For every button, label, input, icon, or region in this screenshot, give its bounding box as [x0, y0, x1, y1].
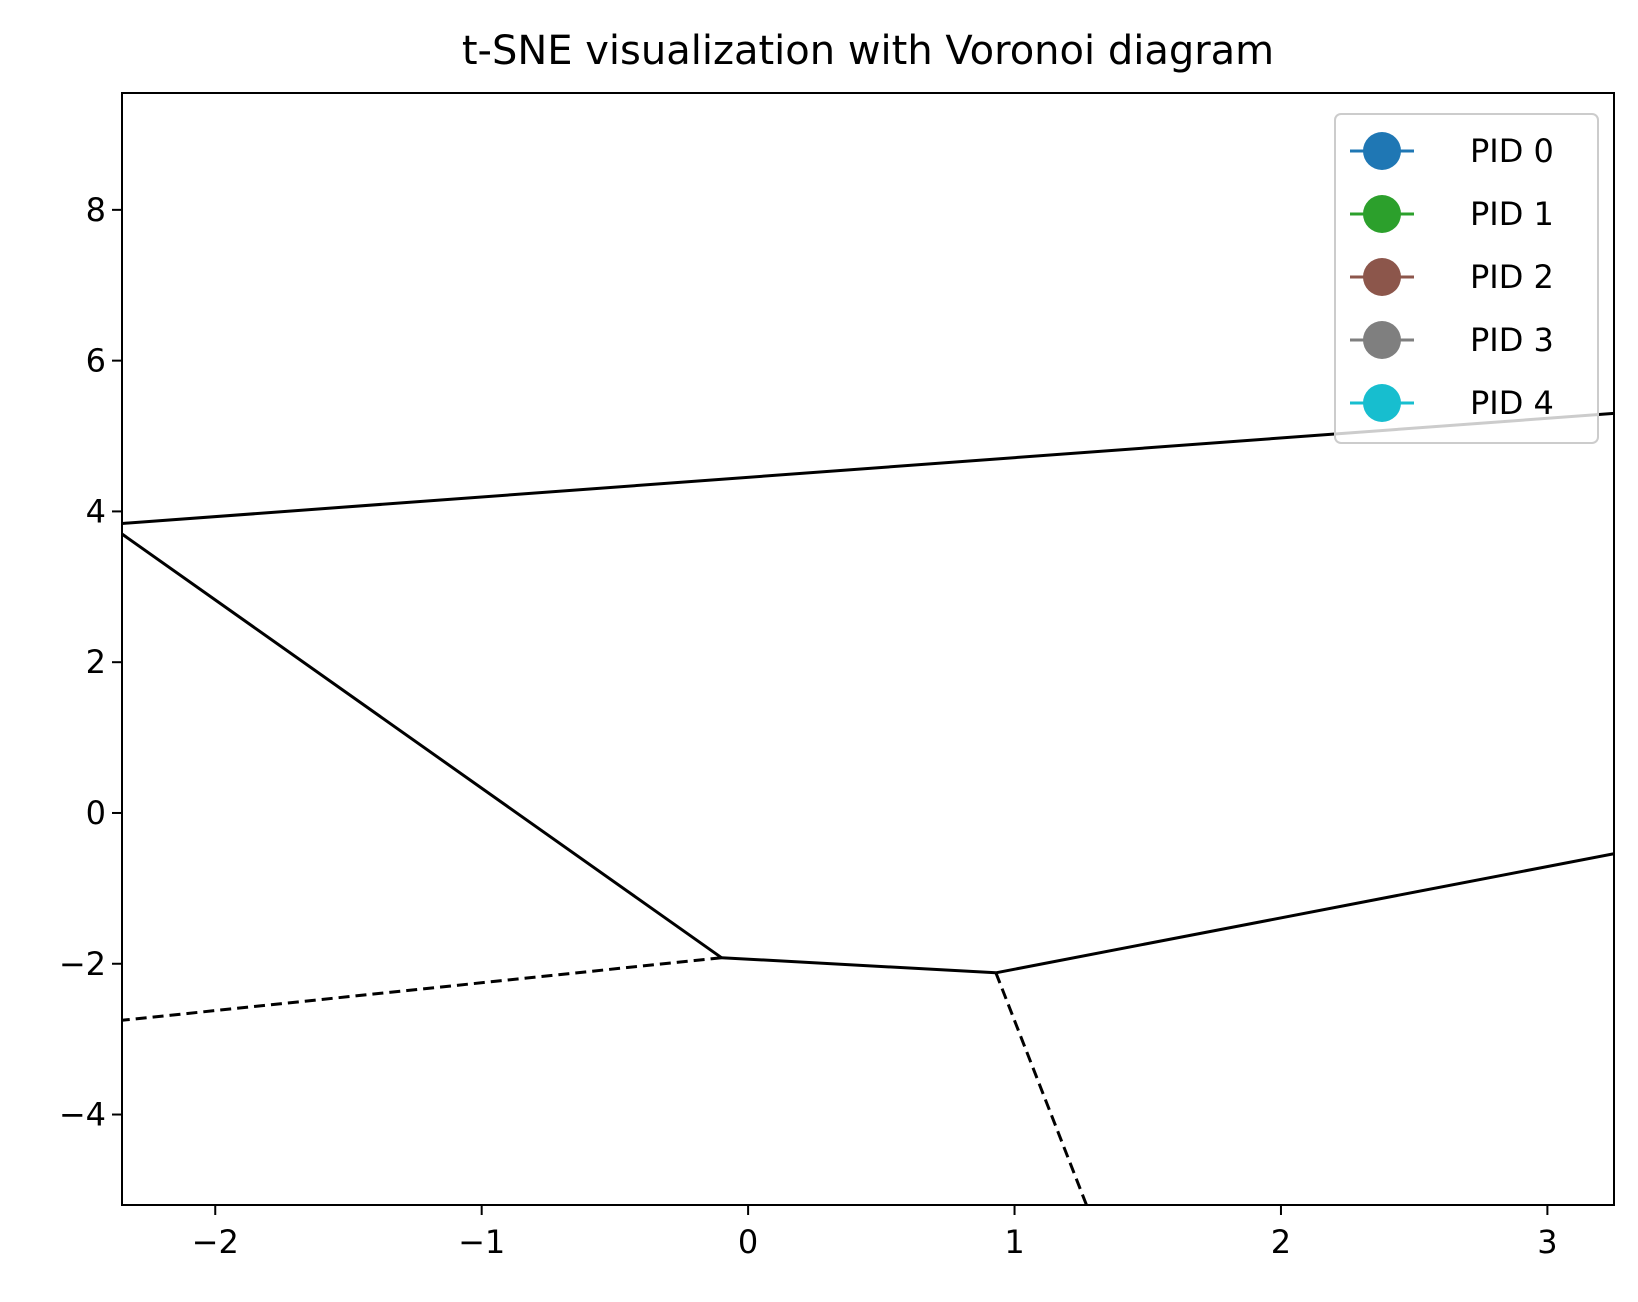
legend-label: PID 3 [1470, 321, 1554, 359]
legend: PID 0 PID 1 PID 2 PID 3 PID 4 [1334, 113, 1599, 444]
legend-marker [1363, 195, 1401, 233]
y-tick-label: 8 [86, 191, 106, 229]
legend-box [1334, 113, 1599, 444]
y-tick-label: 6 [86, 342, 106, 380]
voronoi-edges [122, 411, 1614, 1205]
plot-frame [121, 92, 1615, 1206]
x-tick-label: −2 [192, 1223, 239, 1261]
y-tick-label: 2 [86, 643, 106, 681]
legend-label: PID 1 [1470, 195, 1554, 233]
legend-marker [1363, 321, 1401, 359]
legend-marker [1363, 258, 1401, 296]
legend-marker [1363, 132, 1401, 170]
x-tick-label: 2 [1271, 1223, 1291, 1261]
voronoi-edge-dashed [994, 972, 1088, 1205]
x-tick-label: −1 [458, 1223, 505, 1261]
y-tick-label: 0 [86, 794, 106, 832]
x-tick-label: 1 [1004, 1223, 1024, 1261]
legend-label: PID 2 [1470, 258, 1554, 296]
voronoi-edge-solid [995, 852, 1614, 975]
y-tick-label: −2 [59, 945, 106, 983]
y-tick-label: −4 [59, 1096, 106, 1134]
y-axis-ticks: −4 −2 0 2 4 6 8 [59, 191, 122, 1134]
legend-label: PID 4 [1470, 384, 1554, 422]
legend-marker [1363, 384, 1401, 422]
legend-label: PID 0 [1470, 132, 1554, 170]
y-tick-label: 4 [86, 492, 106, 530]
voronoi-edge-dashed [122, 956, 722, 1022]
voronoi-edge-solid [122, 532, 723, 959]
x-tick-label: 3 [1537, 1223, 1557, 1261]
x-tick-label: 0 [738, 1223, 758, 1261]
x-axis-ticks: −2 −1 0 1 2 3 [192, 1205, 1558, 1261]
voronoi-edge-solid [721, 956, 996, 975]
chart-title: t-SNE visualization with Voronoi diagram [462, 28, 1274, 74]
